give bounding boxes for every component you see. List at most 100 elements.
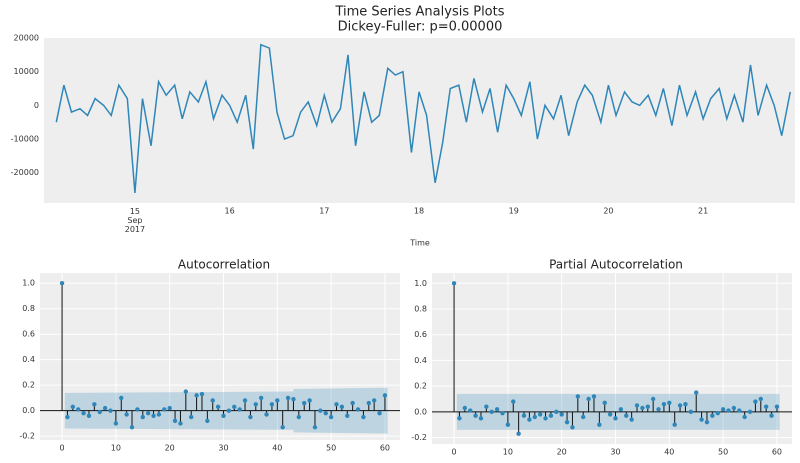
stem-marker — [683, 401, 688, 407]
stem-marker — [559, 412, 564, 417]
x-tick-label: 19 — [509, 207, 519, 216]
stem-marker — [371, 398, 377, 403]
x-tick-label: 0 — [60, 444, 65, 453]
stem-marker — [124, 412, 129, 417]
stem-marker — [511, 399, 516, 404]
stem-marker — [656, 407, 661, 412]
x-tick-label: 10 — [111, 444, 121, 453]
stem-marker — [581, 414, 586, 420]
stem-marker — [597, 422, 602, 427]
stem-marker — [81, 411, 86, 416]
stem-marker — [586, 396, 591, 402]
stem-marker — [494, 407, 500, 412]
stem-marker — [537, 412, 543, 417]
stem-marker — [521, 413, 527, 418]
stem-marker — [108, 408, 113, 413]
x-tick-label: 18 — [414, 207, 424, 216]
x-tick-label: 0 — [452, 448, 457, 457]
y-tick-label: -20000 — [11, 168, 39, 177]
stem-marker — [672, 422, 677, 427]
stem-marker — [763, 404, 769, 409]
stem-marker — [172, 418, 178, 424]
stem-marker — [575, 394, 581, 399]
stem-marker — [280, 425, 285, 430]
stem-marker — [59, 280, 65, 286]
stem-marker — [731, 405, 737, 411]
stem-marker — [591, 394, 597, 399]
y-tick-label: 0.6 — [22, 330, 35, 339]
stem-marker — [307, 398, 312, 403]
stem-marker — [355, 407, 361, 412]
x-tick-label: 50 — [326, 444, 336, 453]
stem-marker — [323, 411, 328, 416]
stem-marker — [318, 408, 323, 413]
stem-marker — [774, 404, 780, 409]
stem-marker — [70, 404, 76, 410]
stem-marker — [451, 281, 457, 286]
stem-marker — [189, 414, 194, 420]
stem-marker — [162, 407, 167, 412]
y-tick-label: 0.6 — [414, 330, 427, 339]
stem-marker — [613, 416, 618, 421]
stem-marker — [253, 402, 258, 407]
stem-marker — [65, 414, 70, 420]
stem-marker — [677, 403, 683, 408]
x-tick-label: 20 — [603, 207, 613, 216]
stem-marker — [462, 405, 468, 411]
stem-marker — [269, 402, 275, 407]
stem-marker — [667, 400, 672, 406]
stem-marker — [345, 413, 350, 418]
stem-marker — [242, 398, 248, 403]
y-tick-label: 0.8 — [22, 304, 35, 313]
stem-marker — [704, 419, 710, 425]
y-tick-label: -0.2 — [19, 432, 35, 441]
y-tick-label: 0.0 — [22, 406, 35, 415]
stem-marker — [640, 405, 645, 411]
stem-marker — [113, 421, 119, 426]
x-tick-label: 50 — [718, 448, 728, 457]
stem-marker — [543, 416, 548, 421]
stem-marker — [468, 408, 473, 413]
stem-marker — [312, 425, 318, 430]
y-tick-label: 0.8 — [414, 305, 427, 314]
stem-marker — [747, 409, 753, 415]
plot-background — [44, 38, 795, 203]
stem-marker — [97, 409, 102, 415]
stem-marker — [607, 412, 613, 417]
y-tick-label: -0.2 — [411, 433, 427, 442]
stem-marker — [156, 412, 162, 417]
x-tick-label: 15 Sep 2017 — [125, 207, 145, 234]
stem-marker — [339, 404, 345, 410]
stem-marker — [92, 402, 97, 407]
stem-marker — [140, 414, 145, 420]
stem-marker — [194, 393, 199, 398]
stem-marker — [624, 413, 629, 418]
x-tick-label: 21 — [698, 207, 708, 216]
stem-marker — [232, 404, 237, 410]
stem-marker — [505, 422, 511, 427]
stem-marker — [237, 407, 242, 412]
x-tick-label: 60 — [772, 448, 782, 457]
y-tick-label: 10000 — [14, 67, 39, 76]
stem-marker — [554, 409, 559, 415]
y-tick-label: 1.0 — [22, 279, 35, 288]
y-tick-label: -10000 — [11, 135, 39, 144]
stem-marker — [258, 395, 264, 401]
stem-marker — [86, 413, 92, 418]
stem-marker — [753, 399, 758, 404]
stem-marker — [377, 411, 382, 416]
stem-marker — [129, 425, 135, 430]
stem-marker — [484, 404, 489, 409]
stem-marker — [720, 407, 726, 412]
figure-title: Time Series Analysis Plots — [334, 5, 504, 20]
pacf-title: Partial Autocorrelation — [549, 258, 683, 272]
stem-marker — [361, 414, 366, 420]
y-tick-label: 0 — [34, 101, 39, 110]
stem-marker — [350, 400, 355, 406]
y-tick-label: 0.4 — [22, 355, 35, 364]
stem-marker — [145, 411, 151, 416]
x-tick-label: 20 — [165, 444, 175, 453]
y-tick-label: 0.2 — [22, 381, 35, 390]
